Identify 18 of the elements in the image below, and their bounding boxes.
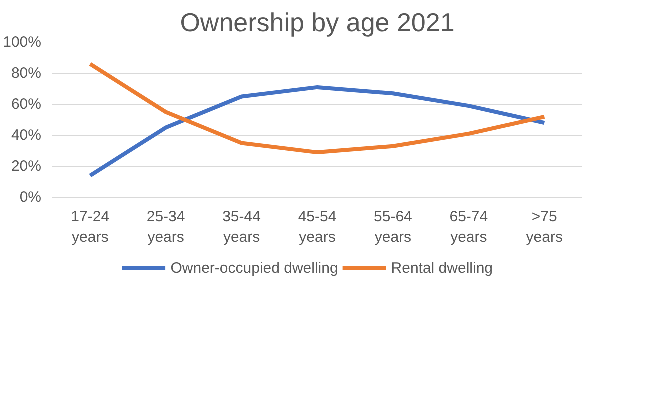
x-tick-label: 55-64 years xyxy=(374,208,412,246)
x-tick-label: 35-44 years xyxy=(222,208,261,246)
y-tick-label: 100% xyxy=(3,34,42,51)
legend-label: Rental dwelling xyxy=(391,260,494,277)
x-tick-label: 25-34 years xyxy=(146,208,186,246)
y-tick-label: 60% xyxy=(11,96,42,113)
x-tick-label: 65-74 years xyxy=(450,208,488,246)
legend-label: Owner-occupied dwelling xyxy=(170,260,338,277)
x-tick-label: 17-24 years xyxy=(71,208,110,246)
y-tick-label: 80% xyxy=(11,65,42,82)
chart-title: Ownership by age 2021 xyxy=(180,8,455,38)
line-series xyxy=(88,85,547,178)
x-tick-label: >75 years xyxy=(526,208,563,246)
y-tick-label: 0% xyxy=(20,189,42,206)
y-tick-label: 40% xyxy=(11,127,42,144)
x-tick-label: 45-54 years xyxy=(298,208,337,246)
y-tick-label: 20% xyxy=(11,158,42,175)
line-series xyxy=(88,62,547,155)
